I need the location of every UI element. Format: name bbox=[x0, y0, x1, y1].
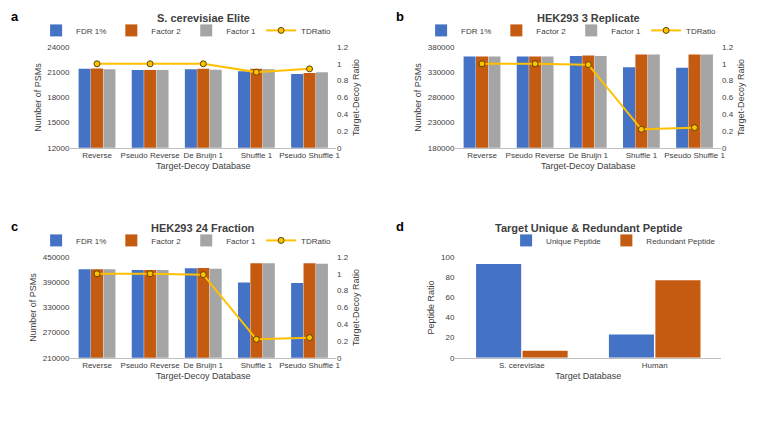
svg-text:De Bruijn 1: De Bruijn 1 bbox=[183, 361, 223, 370]
svg-text:Shuffle 1: Shuffle 1 bbox=[241, 151, 273, 160]
svg-text:0.6: 0.6 bbox=[722, 93, 734, 102]
svg-text:0.8: 0.8 bbox=[337, 76, 349, 85]
svg-text:d: d bbox=[396, 219, 404, 234]
svg-text:Factor 2: Factor 2 bbox=[151, 27, 181, 36]
svg-text:0: 0 bbox=[722, 144, 727, 153]
svg-text:HEK293 24 Fraction: HEK293 24 Fraction bbox=[151, 222, 255, 234]
svg-text:80: 80 bbox=[446, 273, 455, 282]
svg-text:0: 0 bbox=[337, 144, 342, 153]
svg-text:270000: 270000 bbox=[43, 328, 70, 337]
svg-text:1.2: 1.2 bbox=[337, 253, 349, 262]
svg-text:Pseudo Reverse: Pseudo Reverse bbox=[121, 361, 181, 370]
svg-text:0.4: 0.4 bbox=[722, 110, 734, 119]
svg-text:380000: 380000 bbox=[428, 43, 455, 52]
svg-text:Factor 1: Factor 1 bbox=[611, 27, 641, 36]
svg-text:330000: 330000 bbox=[43, 303, 70, 312]
svg-text:0.2: 0.2 bbox=[337, 127, 349, 136]
svg-text:1.2: 1.2 bbox=[722, 43, 734, 52]
svg-text:HEK293 3 Replicate: HEK293 3 Replicate bbox=[537, 12, 640, 24]
svg-text:0.4: 0.4 bbox=[337, 320, 349, 329]
svg-text:Shuffle 1: Shuffle 1 bbox=[626, 151, 658, 160]
svg-text:Target Unique & Redundant Pept: Target Unique & Redundant Peptide bbox=[495, 222, 682, 234]
svg-text:60: 60 bbox=[446, 293, 455, 302]
svg-text:S. cerevisiae: S. cerevisiae bbox=[499, 361, 545, 370]
svg-text:Pseudo Reverse: Pseudo Reverse bbox=[506, 151, 566, 160]
svg-text:Pseudo Shuffle 1: Pseudo Shuffle 1 bbox=[279, 361, 340, 370]
svg-text:21000: 21000 bbox=[47, 68, 70, 77]
svg-text:Number of PSMs: Number of PSMs bbox=[33, 63, 43, 132]
svg-text:Human: Human bbox=[642, 361, 668, 370]
svg-text:330000: 330000 bbox=[428, 68, 455, 77]
svg-text:a: a bbox=[11, 9, 19, 24]
svg-text:12000: 12000 bbox=[47, 144, 70, 153]
svg-text:0.6: 0.6 bbox=[337, 303, 349, 312]
svg-text:0.2: 0.2 bbox=[337, 337, 349, 346]
svg-text:FDR 1%: FDR 1% bbox=[461, 27, 491, 36]
svg-text:Factor 1: Factor 1 bbox=[226, 237, 256, 246]
svg-text:1: 1 bbox=[337, 60, 342, 69]
svg-text:390000: 390000 bbox=[43, 278, 70, 287]
svg-text:Pseudo Shuffle 1: Pseudo Shuffle 1 bbox=[279, 151, 340, 160]
svg-text:24000: 24000 bbox=[47, 43, 70, 52]
svg-text:0.2: 0.2 bbox=[722, 127, 734, 136]
svg-text:Target-Decoy Ratio: Target-Decoy Ratio bbox=[736, 59, 746, 136]
svg-text:0.4: 0.4 bbox=[337, 110, 349, 119]
svg-text:Reverse: Reverse bbox=[82, 361, 112, 370]
svg-text:Factor 1: Factor 1 bbox=[226, 27, 256, 36]
svg-text:210000: 210000 bbox=[43, 354, 70, 363]
svg-text:Peptide Ratio: Peptide Ratio bbox=[426, 280, 436, 334]
svg-text:1: 1 bbox=[337, 270, 342, 279]
svg-text:1.2: 1.2 bbox=[337, 43, 349, 52]
svg-text:Factor 2: Factor 2 bbox=[536, 27, 566, 36]
svg-text:Pseudo Shuffle 1: Pseudo Shuffle 1 bbox=[664, 151, 725, 160]
svg-text:15000: 15000 bbox=[47, 118, 70, 127]
svg-text:Target-Decoy Ratio: Target-Decoy Ratio bbox=[351, 59, 361, 136]
svg-text:TDRatio: TDRatio bbox=[301, 27, 331, 36]
svg-text:Factor 2: Factor 2 bbox=[151, 237, 181, 246]
svg-text:0: 0 bbox=[450, 354, 455, 363]
svg-text:Shuffle 1: Shuffle 1 bbox=[241, 361, 273, 370]
svg-text:0.8: 0.8 bbox=[337, 286, 349, 295]
svg-text:De Bruijn 1: De Bruijn 1 bbox=[568, 151, 608, 160]
svg-text:b: b bbox=[396, 9, 404, 24]
svg-text:Pseudo Reverse: Pseudo Reverse bbox=[121, 151, 181, 160]
svg-text:Target Database: Target Database bbox=[555, 371, 621, 381]
svg-text:FDR 1%: FDR 1% bbox=[76, 237, 106, 246]
svg-text:1: 1 bbox=[722, 60, 727, 69]
svg-text:100: 100 bbox=[441, 253, 455, 262]
svg-text:Target-Decoy Database: Target-Decoy Database bbox=[156, 371, 251, 381]
svg-text:180000: 180000 bbox=[428, 144, 455, 153]
svg-text:Target-Decoy Database: Target-Decoy Database bbox=[541, 161, 636, 171]
svg-text:230000: 230000 bbox=[428, 118, 455, 127]
svg-text:0: 0 bbox=[337, 354, 342, 363]
svg-text:S. cerevisiae Elite: S. cerevisiae Elite bbox=[157, 12, 250, 24]
svg-text:FDR 1%: FDR 1% bbox=[76, 27, 106, 36]
svg-text:0.8: 0.8 bbox=[722, 76, 734, 85]
svg-text:18000: 18000 bbox=[47, 93, 70, 102]
svg-text:Number of PSMs: Number of PSMs bbox=[413, 63, 423, 132]
svg-text:Unique Peptide: Unique Peptide bbox=[546, 237, 601, 246]
svg-text:0.6: 0.6 bbox=[337, 93, 349, 102]
svg-text:Number of PSMs: Number of PSMs bbox=[28, 273, 38, 342]
svg-text:450000: 450000 bbox=[43, 253, 70, 262]
svg-text:Redundant Peptide: Redundant Peptide bbox=[646, 237, 715, 246]
svg-text:c: c bbox=[11, 219, 18, 234]
svg-text:Reverse: Reverse bbox=[467, 151, 497, 160]
svg-text:Target-Decoy Database: Target-Decoy Database bbox=[156, 161, 251, 171]
svg-text:20: 20 bbox=[446, 333, 455, 342]
svg-text:Target-Decoy Ratio: Target-Decoy Ratio bbox=[351, 269, 361, 346]
svg-text:TDRatio: TDRatio bbox=[686, 27, 716, 36]
svg-text:280000: 280000 bbox=[428, 93, 455, 102]
svg-text:40: 40 bbox=[446, 313, 455, 322]
svg-text:Reverse: Reverse bbox=[82, 151, 112, 160]
svg-text:TDRatio: TDRatio bbox=[301, 237, 331, 246]
svg-text:De Bruijn 1: De Bruijn 1 bbox=[183, 151, 223, 160]
